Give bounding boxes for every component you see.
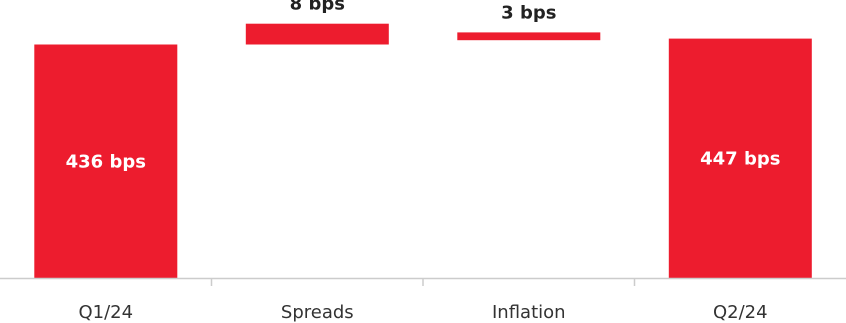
x-axis — [0, 277, 846, 286]
data-label: 436 bps — [66, 151, 146, 172]
bar-q2-24 — [668, 38, 812, 278]
x-tick-label: Q1/24 — [79, 302, 134, 323]
x-tick-label: Spreads — [281, 302, 354, 323]
x-tick-labels: Q1/24 Spreads Inflation Q2/24 — [79, 302, 768, 323]
data-label: 447 bps — [700, 148, 780, 169]
bar-q1-24 — [34, 44, 178, 278]
bars-layer — [34, 23, 812, 278]
x-tick-label: Inflation — [492, 302, 566, 323]
data-label: 8 bps — [290, 0, 345, 15]
data-labels-layer: 436 bps 8 bps 3 bps 447 bps — [66, 0, 781, 172]
x-tick-label: Q2/24 — [713, 302, 768, 323]
bar-inflation — [457, 32, 601, 41]
data-label: 3 bps — [501, 2, 556, 23]
bar-spreads — [245, 23, 389, 45]
